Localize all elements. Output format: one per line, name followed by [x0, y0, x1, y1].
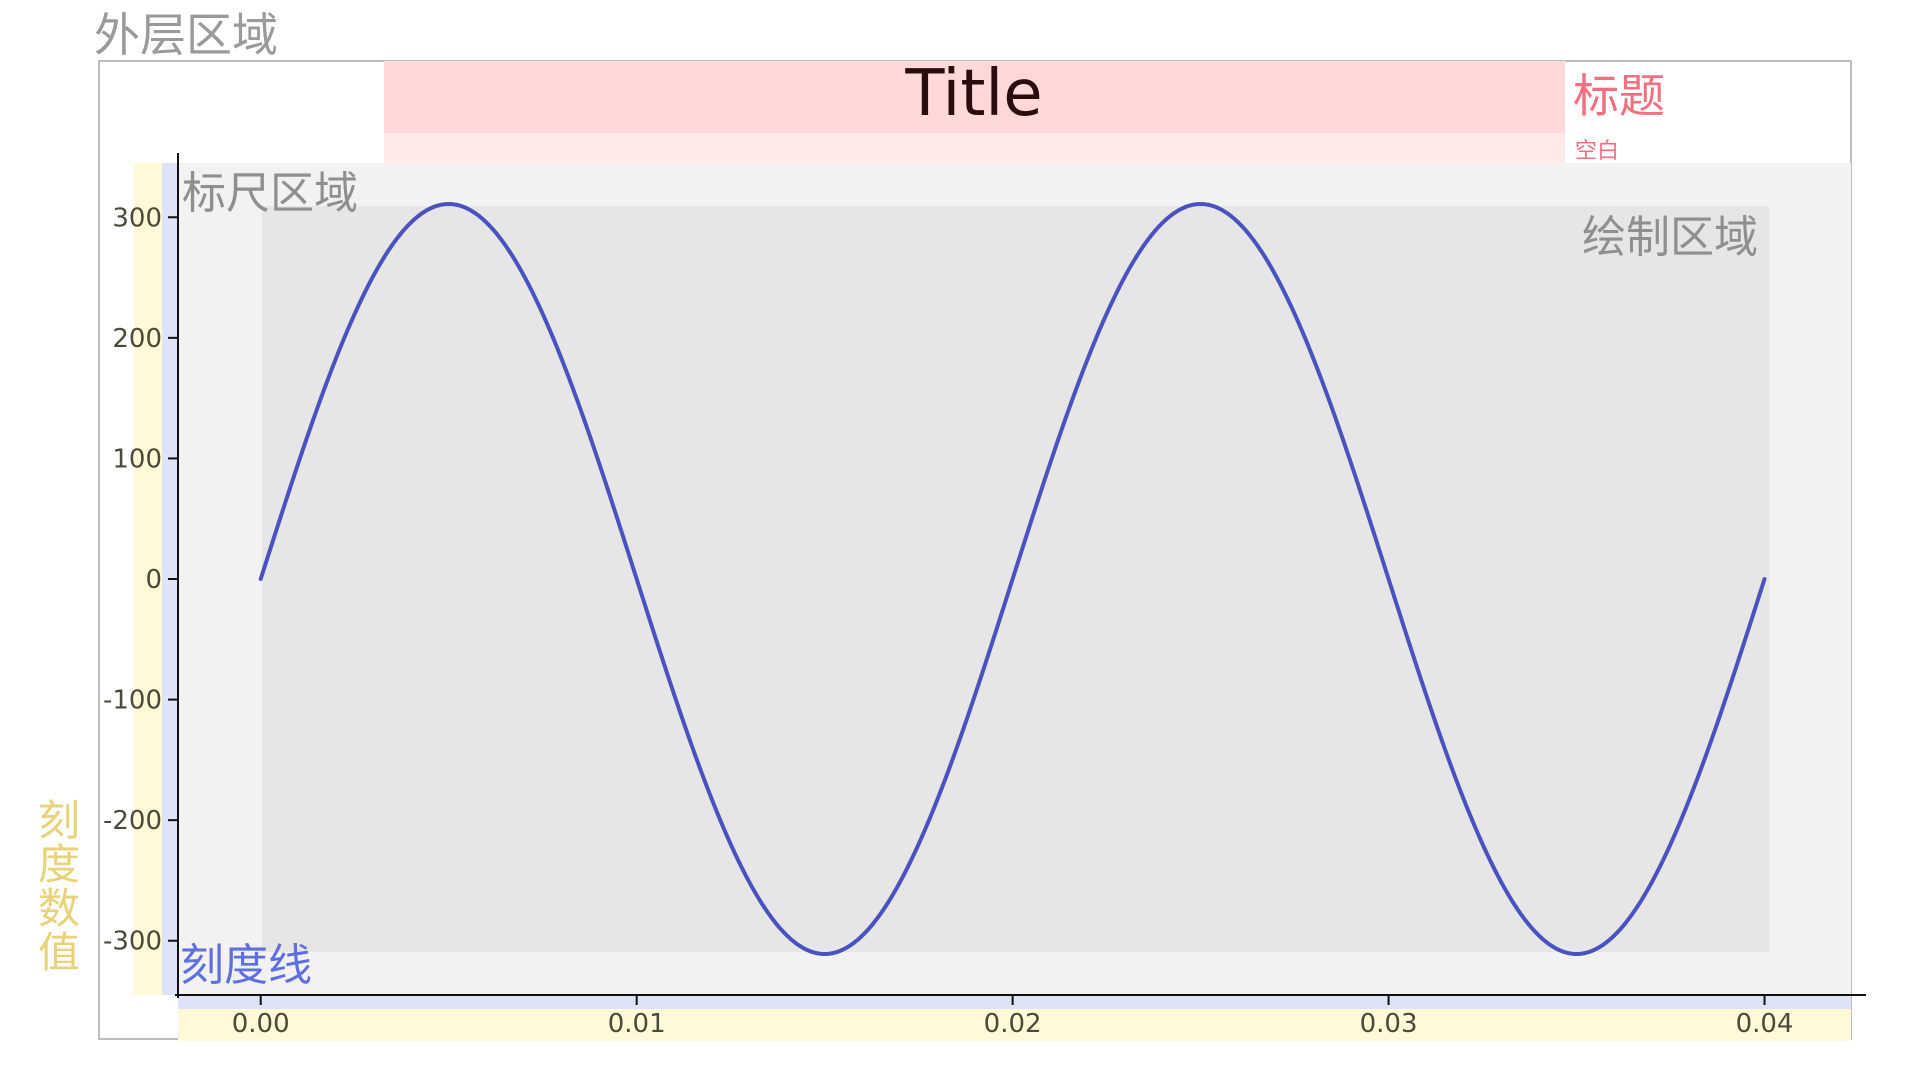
tick-line-region-label: 刻度线 [180, 940, 312, 991]
x-tick-label: 0.00 [232, 1009, 290, 1039]
y-tick-label: -100 [103, 686, 162, 716]
padding-region-label: 空白 [1575, 139, 1619, 164]
y-tick-value-band [134, 163, 162, 995]
tick-value-region-label: 刻度数值 [32, 798, 81, 974]
x-tick-label: 0.01 [608, 1009, 666, 1039]
plot-area [262, 206, 1769, 952]
y-tick-label: 300 [112, 203, 162, 233]
y-tick-label: 200 [112, 324, 162, 354]
series-line [258, 202, 1767, 956]
chart-title: Title [904, 57, 1042, 131]
y-tick-label: 100 [112, 444, 162, 474]
x-tick-label: 0.02 [984, 1009, 1042, 1039]
x-tick-label: 0.04 [1736, 1009, 1794, 1039]
x-tick-label: 0.03 [1360, 1009, 1418, 1039]
title-region [384, 61, 1565, 133]
plot-region-label: 绘制区域 [1582, 212, 1758, 263]
title-region-label: 标题 [1573, 69, 1665, 123]
y-tick-label: -200 [103, 806, 162, 836]
y-tick-label: -300 [103, 927, 162, 957]
y-tick-label: 0 [145, 565, 162, 595]
title-padding-region [384, 133, 1565, 163]
outer-region-label: 外层区域 [94, 8, 278, 62]
ticks-layer: 300 200 100 0 -100 -200 -300 0.00 0.01 0.02 0.03 0.… [103, 203, 1793, 1039]
x-tick-line-band [178, 995, 1851, 1009]
x-tick-value-band [178, 1009, 1851, 1041]
axis-region-label: 标尺区域 [182, 168, 358, 219]
